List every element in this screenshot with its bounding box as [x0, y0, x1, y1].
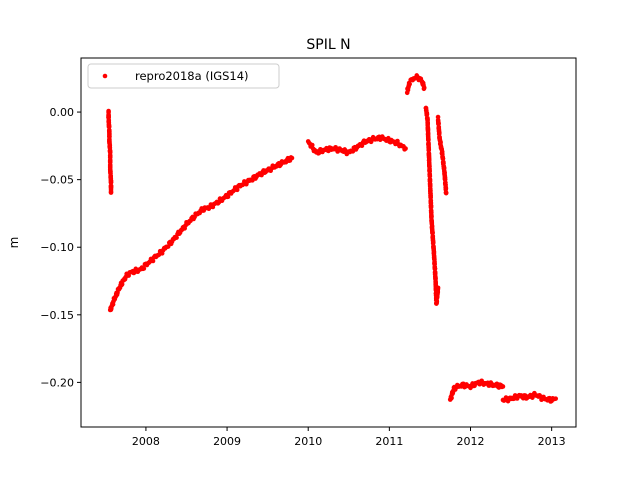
x-tick-label: 2010: [294, 435, 322, 448]
data-point: [150, 258, 156, 264]
y-axis: 0.00 −0.05 −0.10 −0.15 −0.20: [40, 106, 81, 389]
data-point: [225, 194, 231, 199]
x-tick-label: 2008: [132, 435, 160, 448]
data-point: [500, 384, 506, 389]
data-point: [309, 142, 315, 148]
legend-label: repro2018a (IGS14): [135, 69, 249, 83]
plot-area: [80, 57, 577, 428]
data-point: [440, 156, 446, 161]
y-tick-label: 0.00: [50, 106, 75, 119]
data-point: [141, 266, 147, 271]
x-axis: 2008 2009 2010 2011 2012 2013: [132, 427, 566, 448]
y-tick-label: −0.05: [40, 174, 74, 187]
data-point: [289, 155, 295, 161]
data-point: [107, 133, 112, 138]
data-point: [443, 186, 449, 191]
data-point: [108, 189, 114, 195]
x-tick-label: 2012: [457, 435, 485, 448]
data-point: [106, 108, 111, 114]
x-tick-label: 2009: [213, 435, 241, 448]
data-point: [427, 183, 433, 188]
x-tick-label: 2011: [375, 435, 403, 448]
data-point: [424, 111, 430, 117]
data-point: [427, 173, 433, 179]
x-tick-label: 2013: [538, 435, 566, 448]
y-tick-label: −0.10: [40, 241, 74, 254]
y-tick-label: −0.15: [40, 309, 74, 322]
data-point: [234, 187, 240, 193]
data-point: [107, 154, 113, 160]
y-tick-label: −0.20: [40, 376, 74, 389]
plot-frame: [80, 57, 577, 428]
data-point: [425, 121, 431, 126]
data-point: [434, 299, 440, 304]
data-point: [438, 139, 443, 145]
y-axis-label: m: [7, 237, 21, 249]
data-point: [425, 130, 431, 136]
data-point: [553, 396, 559, 401]
data-point: [403, 146, 408, 151]
data-point: [429, 213, 434, 219]
data-point: [119, 281, 125, 287]
data-point: [431, 249, 437, 255]
legend-box: [87, 63, 280, 89]
data-point: [430, 239, 436, 245]
data-point: [432, 266, 438, 271]
data-point: [407, 81, 412, 87]
data-point: [106, 124, 112, 129]
data-point: [108, 179, 114, 185]
data-point: [421, 85, 427, 91]
data-point: [426, 146, 432, 152]
data-point: [443, 190, 449, 196]
data-point: [437, 130, 442, 136]
legend-marker: [102, 73, 108, 79]
data-point: [165, 244, 171, 249]
data-point: [426, 156, 432, 162]
data-point: [428, 204, 434, 210]
data-point: [449, 395, 454, 401]
data-point: [435, 285, 441, 291]
chart-title: SPIL N: [306, 37, 350, 53]
legend: repro2018a (IGS14): [87, 63, 280, 89]
data-point: [174, 235, 179, 240]
